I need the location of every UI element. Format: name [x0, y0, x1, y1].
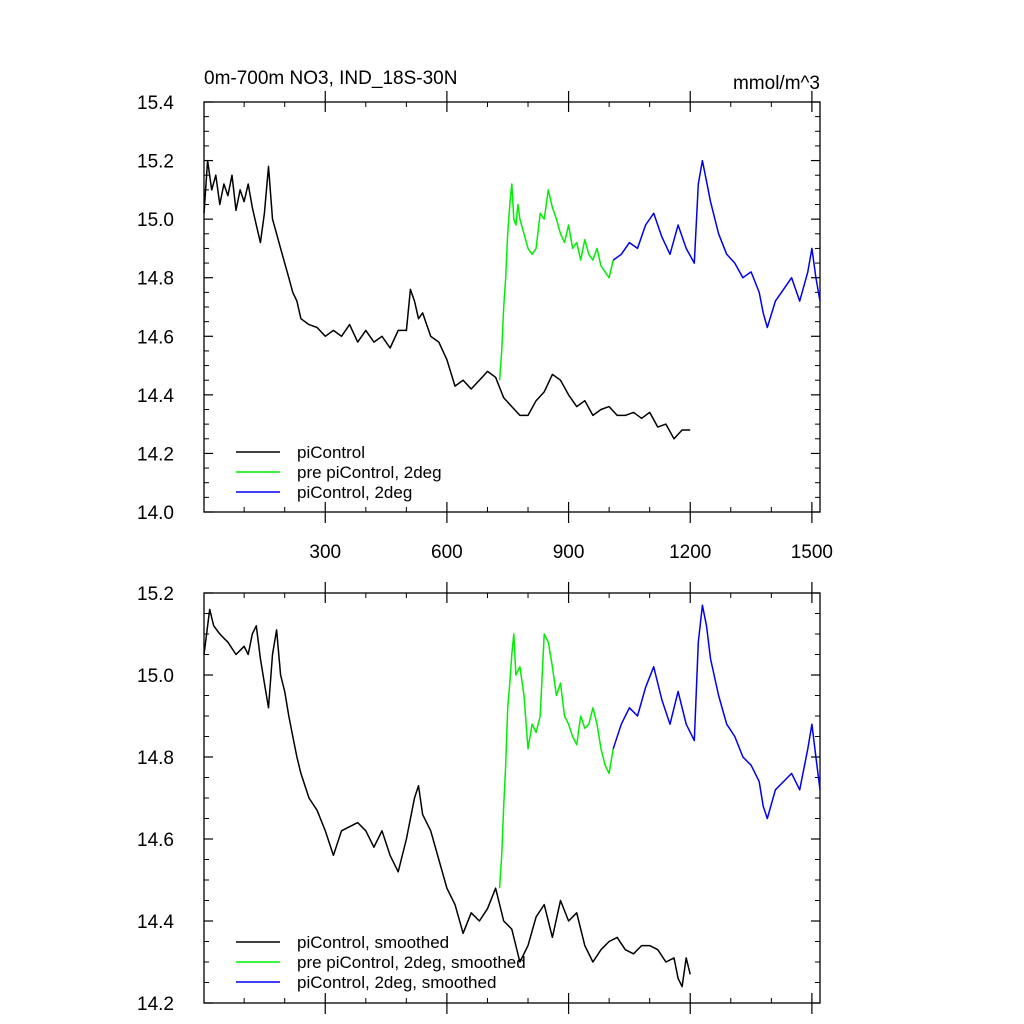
y-tick-label: 14.8 [137, 269, 174, 290]
y-tick-label: 15.4 [137, 93, 174, 114]
chart-panel-1: 14.0 14.2 14.4 14.6 14.8 15.0 15.2 15.4 300 600 90… [137, 91, 833, 563]
chart-panel-2: 14.2 14.4 14.6 14.8 15.0 15.2 piControl, smoot… [137, 582, 821, 1015]
y-tick-label: 15.0 [137, 666, 174, 687]
y-tick-label: 15.2 [137, 152, 174, 173]
series-line-2 [498, 183, 614, 381]
legend-label: piControl, 2deg [297, 483, 412, 502]
y-tick-label: 14.6 [137, 830, 174, 851]
panel1-units: mmol/m^3 [733, 73, 820, 94]
legend-label: piControl, 2deg, smoothed [297, 973, 496, 992]
legend-label: piControl [297, 443, 365, 462]
y-tick-label: 14.2 [137, 994, 174, 1015]
y-tick-label: 14.4 [137, 386, 174, 407]
y-tick-label: 14.4 [137, 912, 174, 933]
series-line-3 [612, 159, 821, 329]
x-tick-label: 900 [553, 542, 585, 563]
x-tick-label: 1200 [669, 542, 711, 563]
series-line-2 [498, 633, 614, 889]
series-line-3 [612, 604, 821, 820]
legend-label: piControl, smoothed [297, 933, 449, 952]
y-tick-label: 15.2 [137, 584, 174, 605]
panel1-title: 0m-700m NO3, IND_18S-30N [204, 68, 457, 89]
y-tick-label: 14.2 [137, 444, 174, 465]
x-tick-label: 1500 [791, 542, 833, 563]
y-tick-label: 15.0 [137, 210, 174, 231]
legend-label: pre piControl, 2deg [297, 463, 442, 482]
series-line-1 [203, 159, 691, 440]
series-line-1 [203, 608, 691, 988]
y-tick-label: 14.0 [137, 503, 174, 524]
x-tick-label: 300 [309, 542, 341, 563]
y-tick-label: 14.6 [137, 327, 174, 348]
legend-label: pre piControl, 2deg, smoothed [297, 953, 526, 972]
y-tick-label: 14.8 [137, 748, 174, 769]
x-tick-label: 600 [431, 542, 463, 563]
